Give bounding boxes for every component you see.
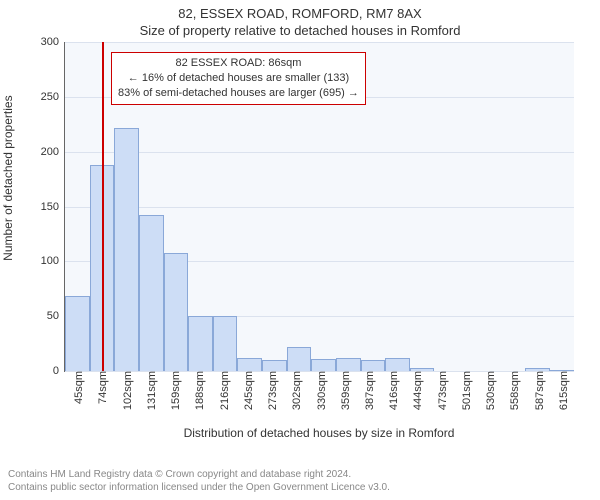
x-tick-label: 245sqm xyxy=(239,371,255,410)
histogram-bar xyxy=(188,316,213,371)
y-axis-label: Number of detached properties xyxy=(1,95,15,260)
x-tick-label: 615sqm xyxy=(554,371,570,410)
x-tick-label: 359sqm xyxy=(336,371,352,410)
x-tick-label: 387sqm xyxy=(360,371,376,410)
histogram-bar xyxy=(164,253,189,371)
y-tick-label: 50 xyxy=(47,310,65,322)
x-tick-label: 159sqm xyxy=(166,371,182,410)
histogram-bar xyxy=(361,360,386,371)
histogram-bar xyxy=(262,360,287,371)
histogram-bar xyxy=(311,359,336,371)
footer-line-2: Contains public sector information licen… xyxy=(8,481,390,494)
x-tick-label: 131sqm xyxy=(142,371,158,410)
x-tick-label: 416sqm xyxy=(384,371,400,410)
annotation-line: 83% of semi-detached houses are larger (… xyxy=(118,86,359,101)
annotation-line: ← 16% of detached houses are smaller (13… xyxy=(118,71,359,86)
histogram-bar xyxy=(213,316,238,371)
plot-area: 05010015020025030045sqm74sqm102sqm131sqm… xyxy=(64,42,574,372)
x-tick-label: 45sqm xyxy=(69,371,85,404)
histogram-bar xyxy=(139,215,164,371)
annotation-box: 82 ESSEX ROAD: 86sqm← 16% of detached ho… xyxy=(111,52,366,105)
page-subtitle: Size of property relative to detached ho… xyxy=(0,21,600,42)
y-tick-label: 0 xyxy=(53,365,65,377)
histogram-bar xyxy=(336,358,361,371)
x-tick-label: 330sqm xyxy=(312,371,328,410)
x-tick-label: 473sqm xyxy=(433,371,449,410)
x-tick-label: 558sqm xyxy=(505,371,521,410)
x-tick-label: 188sqm xyxy=(190,371,206,410)
y-tick-label: 300 xyxy=(41,36,65,48)
x-tick-label: 587sqm xyxy=(530,371,546,410)
x-tick-label: 501sqm xyxy=(457,371,473,410)
x-tick-label: 216sqm xyxy=(215,371,231,410)
y-tick-label: 250 xyxy=(41,91,65,103)
footer-line-1: Contains HM Land Registry data © Crown c… xyxy=(8,468,390,481)
chart-container: Number of detached properties 0501001502… xyxy=(34,42,594,440)
histogram-bar xyxy=(237,358,262,371)
histogram-bar xyxy=(114,128,139,371)
page-title-address: 82, ESSEX ROAD, ROMFORD, RM7 8AX xyxy=(0,0,600,21)
annotation-line: 82 ESSEX ROAD: 86sqm xyxy=(118,56,359,71)
histogram-bar xyxy=(385,358,410,371)
y-tick-label: 200 xyxy=(41,146,65,158)
histogram-bar xyxy=(287,347,312,371)
x-tick-label: 102sqm xyxy=(118,371,134,410)
y-tick-label: 100 xyxy=(41,255,65,267)
histogram-bar xyxy=(65,296,90,371)
x-tick-label: 74sqm xyxy=(93,371,109,404)
x-tick-label: 273sqm xyxy=(263,371,279,410)
property-marker-line xyxy=(102,42,104,371)
x-tick-label: 302sqm xyxy=(287,371,303,410)
footer-attribution: Contains HM Land Registry data © Crown c… xyxy=(8,468,390,494)
x-tick-label: 530sqm xyxy=(481,371,497,410)
x-tick-label: 444sqm xyxy=(408,371,424,410)
y-tick-label: 150 xyxy=(41,201,65,213)
